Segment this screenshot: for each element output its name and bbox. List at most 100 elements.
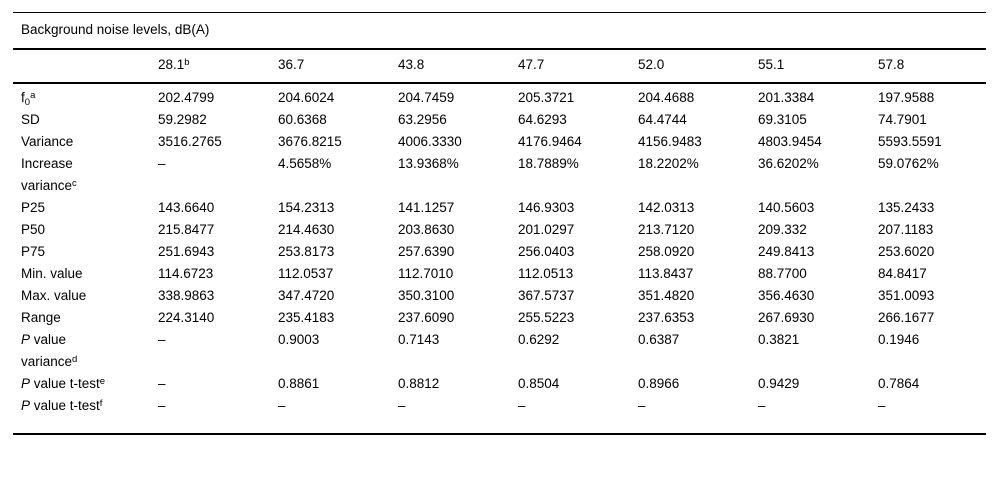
table-caption-row: Background noise levels, dB(A) <box>13 12 987 50</box>
table-row: P value t-teste – 0.8861 0.8812 0.8504 0.8966… <box>13 373 986 395</box>
value-cell: 204.4688 <box>638 90 695 105</box>
value-cell: 84.8417 <box>878 266 927 281</box>
value-cell: 351.0093 <box>878 288 935 303</box>
value-cell: 0.8504 <box>518 376 560 391</box>
value-cell: 112.0537 <box>278 266 334 281</box>
value-cell: 347.4720 <box>278 288 335 303</box>
value-cell: 0.6292 <box>518 332 560 347</box>
table-row: SD 59.2982 60.6368 63.2956 64.6293 64.4744 69.… <box>13 109 986 131</box>
value-cell: 213.7120 <box>638 222 695 237</box>
value-cell: – <box>518 398 526 413</box>
value-cell: 224.3140 <box>158 310 215 325</box>
value-cell: 154.2313 <box>278 200 335 215</box>
value-cell: 204.7459 <box>398 90 455 105</box>
header-row: 28.1b 36.7 43.8 47.7 52.0 55.1 57.8 <box>13 49 987 84</box>
value-cell: 112.0513 <box>518 266 574 281</box>
table-row: P25 143.6640 154.2313 141.1257 146.9303 142.0… <box>13 197 986 219</box>
column-header: 43.8 <box>386 49 506 84</box>
value-cell: 256.0403 <box>518 244 575 259</box>
value-cell: 201.0297 <box>518 222 575 237</box>
value-cell: 4176.9464 <box>518 134 582 149</box>
value-cell: 18.7889% <box>518 156 579 171</box>
column-header: 47.7 <box>506 49 626 84</box>
value-cell: 64.6293 <box>518 112 567 127</box>
value-cell: 0.6387 <box>638 332 680 347</box>
table-row: P value t-testf – – – – – – – <box>13 395 986 434</box>
table-row: Increase variancec – 4.5658% 13.9368% 18.788… <box>13 153 986 197</box>
value-cell: 209.332 <box>758 222 807 237</box>
value-cell: – <box>278 398 286 413</box>
value-cell: 64.4744 <box>638 112 687 127</box>
table-row: P50 215.8477 214.4630 203.8630 201.0297 213.7… <box>13 219 986 241</box>
value-cell: 4803.9454 <box>758 134 822 149</box>
value-cell: 253.8173 <box>278 244 335 259</box>
value-cell: 0.1946 <box>878 332 920 347</box>
value-cell: 143.6640 <box>158 200 215 215</box>
value-cell: 338.9863 <box>158 288 215 303</box>
table-row: P value varianced – 0.9003 0.7143 0.6292 0.63… <box>13 329 986 373</box>
value-cell: 255.5223 <box>518 310 575 325</box>
table-caption: Background noise levels, dB(A) <box>13 12 987 50</box>
row-label: Range <box>21 310 61 325</box>
value-cell: 214.4630 <box>278 222 335 237</box>
value-cell: 146.9303 <box>518 200 575 215</box>
value-cell: 13.9368% <box>398 156 459 171</box>
column-header: 55.1 <box>746 49 866 84</box>
value-cell: 59.2982 <box>158 112 207 127</box>
row-label: P value t-testf <box>21 397 103 413</box>
value-cell: 114.6723 <box>158 266 214 281</box>
row-label: Variance <box>21 134 74 149</box>
value-cell: 205.3721 <box>518 90 575 105</box>
row-label: Min. value <box>21 266 83 281</box>
value-cell: – <box>758 398 766 413</box>
value-cell: 257.6390 <box>398 244 455 259</box>
value-cell: – <box>878 398 886 413</box>
value-cell: 59.0762% <box>878 156 939 171</box>
row-label: P50 <box>21 222 46 237</box>
value-cell: 237.6090 <box>398 310 455 325</box>
value-cell: 204.6024 <box>278 90 335 105</box>
value-cell: 4006.3330 <box>398 134 462 149</box>
value-cell: 69.3105 <box>758 112 807 127</box>
value-cell: 18.2202% <box>638 156 699 171</box>
value-cell: 249.8413 <box>758 244 815 259</box>
value-cell: 5593.5591 <box>878 134 942 149</box>
value-cell: 36.6202% <box>758 156 819 171</box>
value-cell: – <box>398 398 406 413</box>
value-cell: – <box>158 398 166 413</box>
value-cell: 215.8477 <box>158 222 215 237</box>
header-empty-cell <box>13 49 146 84</box>
value-cell: – <box>638 398 646 413</box>
value-cell: 112.7010 <box>398 266 454 281</box>
value-cell: 367.5737 <box>518 288 575 303</box>
value-cell: 0.9429 <box>758 376 800 391</box>
row-label: P75 <box>21 244 46 259</box>
row-label: Increase variancec <box>21 156 77 193</box>
value-cell: 207.1183 <box>878 222 934 237</box>
row-label: P25 <box>21 200 46 215</box>
value-cell: 4156.9483 <box>638 134 702 149</box>
value-cell: 237.6353 <box>638 310 695 325</box>
column-header: 52.0 <box>626 49 746 84</box>
table-row: Variance 3516.2765 3676.8215 4006.3330 4176.… <box>13 131 986 153</box>
table-row: f0a 202.4799 204.6024 204.7459 205.3721 204.4… <box>13 83 986 109</box>
value-cell: 251.6943 <box>158 244 215 259</box>
table-row: Max. value 338.9863 347.4720 350.3100 367.57… <box>13 285 986 307</box>
value-cell: 267.6930 <box>758 310 815 325</box>
row-label: P value t-teste <box>21 375 106 391</box>
column-header: 28.1b <box>146 49 266 84</box>
value-cell: 60.6368 <box>278 112 327 127</box>
value-cell: 203.8630 <box>398 222 455 237</box>
value-cell: – <box>158 332 166 347</box>
value-cell: 202.4799 <box>158 90 215 105</box>
value-cell: 140.5603 <box>758 200 815 215</box>
value-cell: 0.9003 <box>278 332 320 347</box>
value-cell: 0.8861 <box>278 376 320 391</box>
row-label: f0a <box>21 89 36 108</box>
value-cell: 63.2956 <box>398 112 447 127</box>
value-cell: 141.1257 <box>398 200 455 215</box>
value-cell: 350.3100 <box>398 288 455 303</box>
row-label: SD <box>21 112 40 127</box>
value-cell: 235.4183 <box>278 310 335 325</box>
